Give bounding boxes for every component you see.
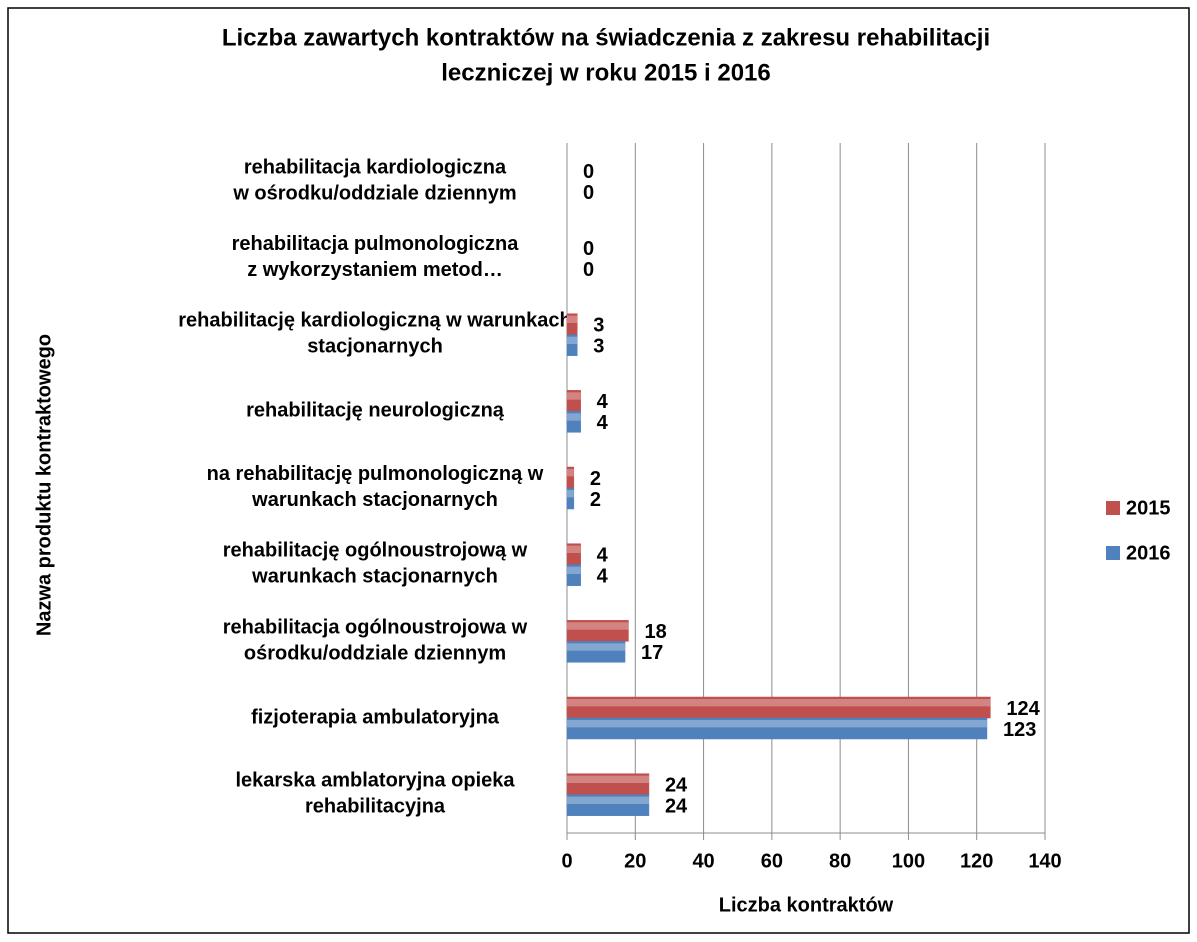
y-tick-label: lekarska amblatoryjna opieka rehabilitacy… xyxy=(235,770,515,818)
y-tick-label: rehabilitacja pulmonologiczna z wykorzyst… xyxy=(232,233,520,281)
value-label: 4 xyxy=(597,565,609,587)
value-label: 123 xyxy=(1003,719,1036,741)
value-label: 4 xyxy=(597,391,609,413)
y-tick-label: rehabilitację neurologiczną xyxy=(246,400,505,422)
value-label: 0 xyxy=(583,238,594,260)
x-axis-title: Liczba kontraktów xyxy=(719,894,894,916)
y-tick-label: rehabilitacja ogólnoustrojowa w ośrodku/o… xyxy=(223,617,528,665)
value-label: 3 xyxy=(593,314,604,336)
bar-highlight xyxy=(567,490,574,498)
y-tick-label: rehabilitację ogólnoustrojową w warunkach… xyxy=(223,540,528,588)
value-label: 24 xyxy=(665,774,688,796)
bar-highlight xyxy=(567,315,578,324)
x-tick-label: 80 xyxy=(829,850,851,872)
bar-highlight xyxy=(567,643,626,651)
bar xyxy=(566,564,581,586)
y-tick-label: rehabilitację kardiologiczną w warunkach… xyxy=(178,310,571,358)
value-label: 24 xyxy=(665,795,688,817)
value-label: 2 xyxy=(590,468,601,490)
bar-highlight xyxy=(567,545,581,554)
x-tick-label: 120 xyxy=(960,850,993,872)
legend-label: 2015 xyxy=(1126,497,1171,519)
value-label: 2 xyxy=(590,489,601,511)
x-tick-label: 60 xyxy=(761,850,783,872)
value-label: 0 xyxy=(583,161,594,183)
value-label: 3 xyxy=(593,335,604,357)
legend-swatch xyxy=(1106,501,1120,515)
x-tick-label: 100 xyxy=(892,850,925,872)
y-tick-label: fizjoterapia ambulatoryjna xyxy=(251,706,500,728)
value-label: 0 xyxy=(583,259,594,281)
bar-highlight xyxy=(567,622,629,630)
bar xyxy=(566,641,626,663)
x-tick-label: 140 xyxy=(1028,850,1061,872)
bar-highlight xyxy=(567,566,581,575)
bar-highlight xyxy=(567,796,649,805)
bar-highlight xyxy=(567,336,578,345)
value-label: 0 xyxy=(583,182,594,204)
bar-highlight xyxy=(567,392,581,400)
bar xyxy=(566,411,581,433)
y-tick-label: rehabilitacja kardiologiczna w ośrodku/od… xyxy=(232,157,516,205)
y-axis-title: Nazwa produktu kontraktowego xyxy=(33,334,55,636)
legend-label: 2016 xyxy=(1126,542,1171,564)
bar-highlight xyxy=(567,699,991,707)
bar xyxy=(566,487,575,510)
bar-highlight xyxy=(567,775,649,784)
bar xyxy=(566,794,650,816)
value-label: 4 xyxy=(597,544,609,566)
bar xyxy=(566,334,578,356)
bar-highlight xyxy=(567,720,987,728)
bar xyxy=(566,717,988,740)
y-tick-label: na rehabilitację pulmonologiczną w warunk… xyxy=(207,463,544,511)
value-label: 17 xyxy=(641,642,663,664)
value-label: 18 xyxy=(644,621,666,643)
x-tick-label: 20 xyxy=(624,850,646,872)
x-tick-label: 0 xyxy=(561,850,572,872)
bar-highlight xyxy=(567,413,581,421)
bar-highlight xyxy=(567,469,574,477)
x-tick-label: 40 xyxy=(692,850,714,872)
value-label: 4 xyxy=(597,412,609,434)
value-label: 124 xyxy=(1006,698,1040,720)
legend-swatch xyxy=(1106,546,1120,560)
chart-title: Liczba zawartych kontraktów na świadczen… xyxy=(222,25,990,87)
